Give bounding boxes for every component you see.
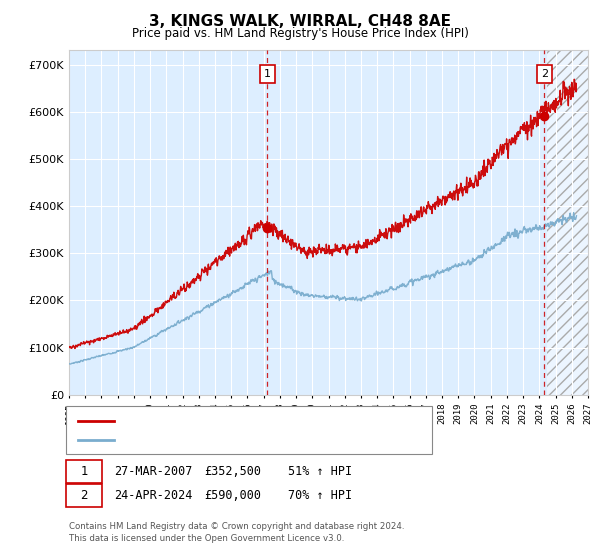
Text: £590,000: £590,000	[204, 489, 261, 502]
Text: 1: 1	[80, 465, 88, 478]
Text: 3, KINGS WALK, WIRRAL, CH48 8AE (detached house): 3, KINGS WALK, WIRRAL, CH48 8AE (detache…	[119, 416, 397, 426]
Text: 2: 2	[541, 69, 548, 79]
Bar	[547, 50, 588, 395]
Text: Price paid vs. HM Land Registry's House Price Index (HPI): Price paid vs. HM Land Registry's House …	[131, 27, 469, 40]
Bar	[547, 50, 588, 395]
Text: 3, KINGS WALK, WIRRAL, CH48 8AE: 3, KINGS WALK, WIRRAL, CH48 8AE	[149, 14, 451, 29]
Text: 70% ↑ HPI: 70% ↑ HPI	[288, 489, 352, 502]
Text: 1: 1	[263, 69, 271, 79]
Text: 51% ↑ HPI: 51% ↑ HPI	[288, 465, 352, 478]
Text: 27-MAR-2007: 27-MAR-2007	[114, 465, 193, 478]
Text: HPI: Average price, detached house, Wirral: HPI: Average price, detached house, Wirr…	[119, 435, 343, 445]
Text: This data is licensed under the Open Government Licence v3.0.: This data is licensed under the Open Gov…	[69, 534, 344, 543]
Text: £352,500: £352,500	[204, 465, 261, 478]
Text: Contains HM Land Registry data © Crown copyright and database right 2024.: Contains HM Land Registry data © Crown c…	[69, 522, 404, 531]
Text: 2: 2	[80, 489, 88, 502]
Text: 24-APR-2024: 24-APR-2024	[114, 489, 193, 502]
